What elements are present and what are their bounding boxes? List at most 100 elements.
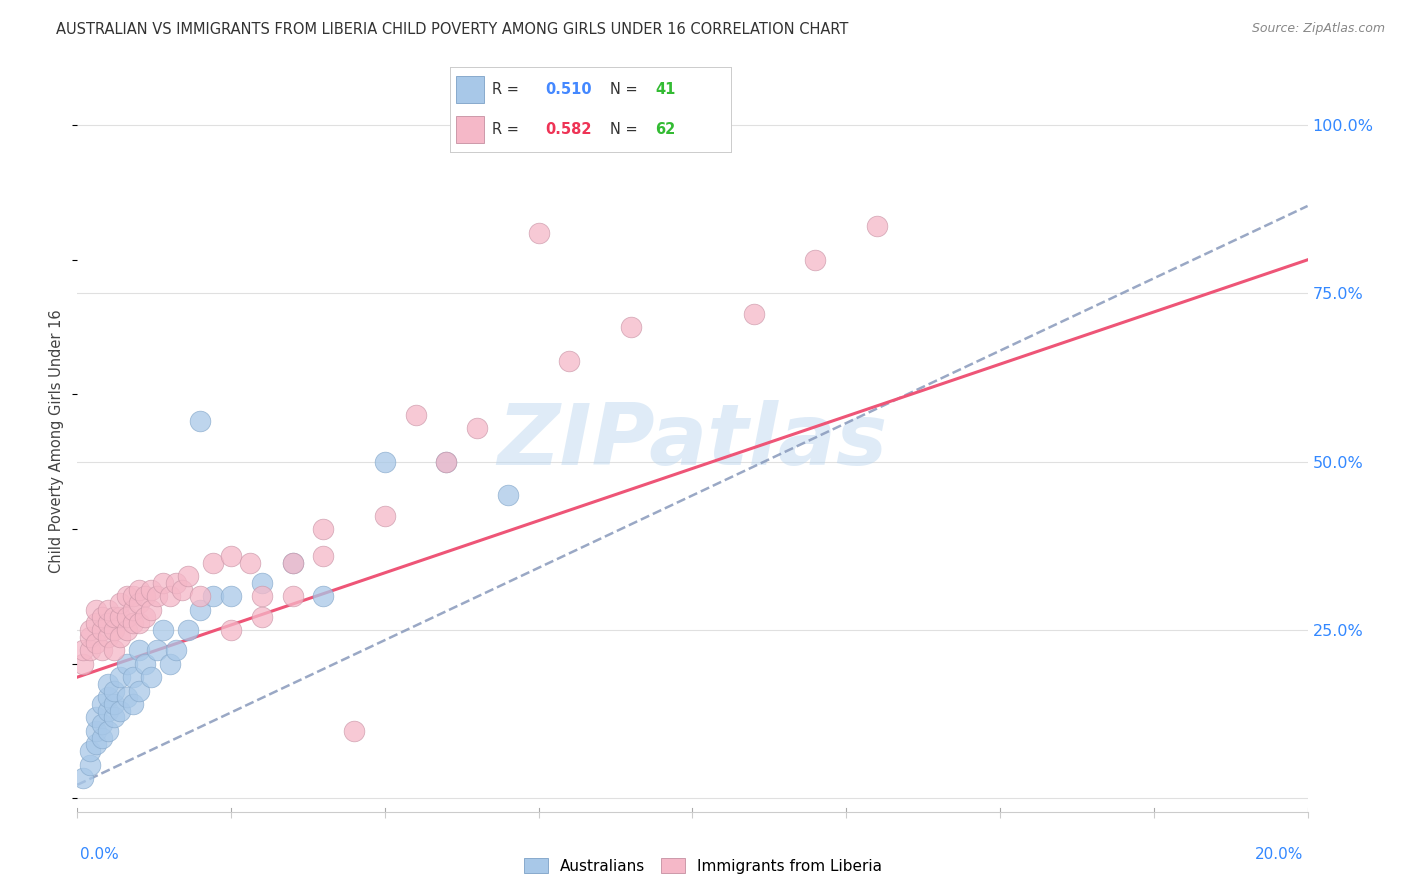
Point: [165, 643, 187, 657]
Point: [103, 697, 125, 711]
Point: [79, 757, 101, 772]
Point: [103, 710, 125, 724]
Point: [436, 455, 458, 469]
Point: [97, 616, 120, 631]
Point: [146, 643, 169, 657]
Point: [103, 609, 125, 624]
Text: AUSTRALIAN VS IMMIGRANTS FROM LIBERIA CHILD POVERTY AMONG GIRLS UNDER 16 CORRELA: AUSTRALIAN VS IMMIGRANTS FROM LIBERIA CH…: [56, 22, 849, 37]
Point: [97, 723, 120, 738]
Point: [103, 623, 125, 637]
Point: [110, 704, 132, 718]
Point: [159, 657, 181, 671]
Point: [219, 549, 242, 563]
Point: [188, 414, 212, 428]
Point: [128, 596, 150, 610]
Point: [84, 738, 107, 752]
Point: [115, 623, 138, 637]
Point: [72, 657, 94, 671]
Point: [374, 455, 396, 469]
Point: [250, 590, 273, 604]
Point: [239, 556, 262, 570]
Point: [103, 643, 125, 657]
Point: [84, 603, 107, 617]
Text: N =: N =: [610, 82, 643, 97]
Legend: Australians, Immigrants from Liberia: Australians, Immigrants from Liberia: [517, 852, 889, 880]
Point: [115, 657, 138, 671]
Point: [79, 623, 101, 637]
Point: [250, 575, 273, 590]
Text: 20.0%: 20.0%: [1256, 847, 1303, 862]
Point: [312, 522, 335, 536]
Point: [115, 590, 138, 604]
Point: [742, 307, 765, 321]
Point: [128, 616, 150, 631]
Point: [188, 590, 212, 604]
Point: [250, 609, 273, 624]
Point: [90, 697, 114, 711]
Point: [436, 455, 458, 469]
Text: N =: N =: [610, 122, 643, 137]
Point: [72, 771, 94, 785]
Point: [405, 408, 427, 422]
Point: [374, 508, 396, 523]
Point: [97, 704, 120, 718]
Point: [90, 623, 114, 637]
Point: [115, 690, 138, 705]
Text: 0.582: 0.582: [546, 122, 592, 137]
Point: [103, 683, 125, 698]
Point: [90, 643, 114, 657]
Text: R =: R =: [492, 122, 523, 137]
Text: ZIPatlas: ZIPatlas: [498, 400, 887, 483]
Point: [134, 657, 156, 671]
Point: [312, 590, 335, 604]
Point: [128, 643, 150, 657]
Point: [90, 609, 114, 624]
Point: [170, 582, 193, 597]
Point: [110, 609, 132, 624]
Point: [128, 683, 150, 698]
Point: [79, 744, 101, 758]
Point: [141, 582, 163, 597]
Point: [281, 590, 304, 604]
Point: [121, 670, 143, 684]
Point: [97, 677, 120, 691]
Point: [152, 623, 174, 637]
Point: [496, 488, 519, 502]
Point: [141, 603, 163, 617]
Point: [97, 630, 120, 644]
Point: [79, 643, 101, 657]
Point: [219, 590, 242, 604]
Text: 0.0%: 0.0%: [80, 847, 120, 862]
Point: [110, 670, 132, 684]
Point: [165, 575, 187, 590]
Point: [866, 219, 889, 234]
Point: [84, 636, 107, 650]
Point: [146, 590, 169, 604]
Bar: [456, 76, 484, 103]
Point: [177, 623, 200, 637]
Point: [110, 630, 132, 644]
Point: [134, 609, 156, 624]
Point: [121, 616, 143, 631]
Point: [97, 690, 120, 705]
Point: [110, 596, 132, 610]
Point: [465, 421, 488, 435]
Point: [620, 320, 643, 334]
Point: [121, 590, 143, 604]
Point: [97, 603, 120, 617]
Point: [121, 603, 143, 617]
Point: [90, 731, 114, 745]
Point: [84, 723, 107, 738]
Point: [121, 697, 143, 711]
Point: [128, 582, 150, 597]
Text: 41: 41: [655, 82, 675, 97]
Point: [177, 569, 200, 583]
Point: [527, 226, 550, 240]
Point: [343, 723, 366, 738]
Point: [201, 590, 224, 604]
Point: [682, 118, 704, 132]
Point: [72, 643, 94, 657]
Y-axis label: Child Poverty Among Girls Under 16: Child Poverty Among Girls Under 16: [49, 310, 65, 574]
Point: [312, 549, 335, 563]
Point: [281, 556, 304, 570]
